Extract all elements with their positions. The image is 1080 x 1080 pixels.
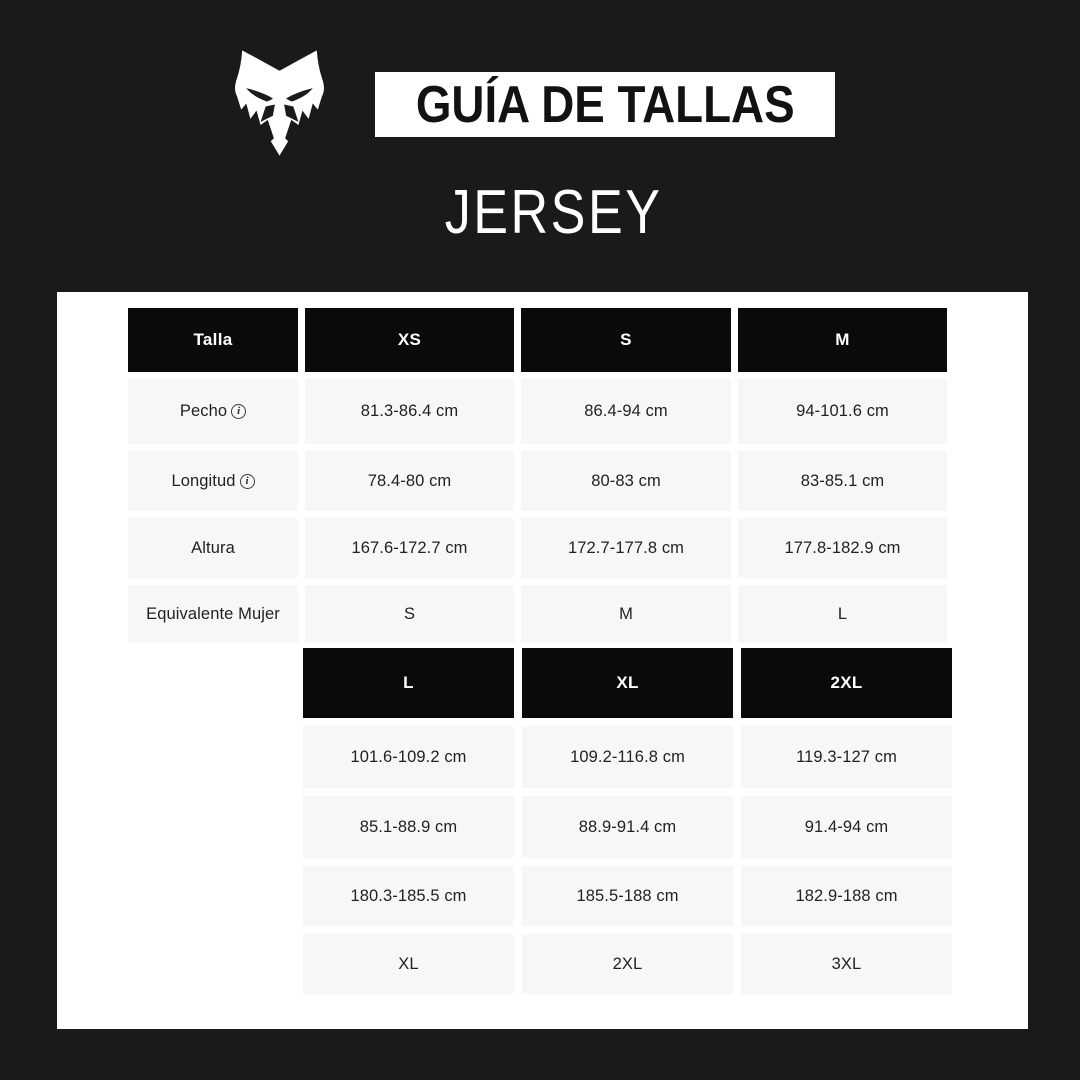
cell-equivalente-xl: 2XL [522,934,733,994]
row-label-pecho: Pecho i [128,379,298,444]
cell-equivalente-l: XL [303,934,514,994]
cell-pecho-m: 94-101.6 cm [738,379,947,444]
size-table-xs-s-m: Talla XS S M Pecho i 81.3-86.4 cm 86.4-9… [128,308,947,643]
column-header-2xl: 2XL [741,648,952,718]
column-header-m: M [738,308,947,372]
column-header-xl: XL [522,648,733,718]
row-label-equivalente-mujer-text: Equivalente Mujer [146,604,280,623]
cell-altura-xs: 167.6-172.7 cm [305,518,514,578]
cell-equivalente-xs: S [305,585,514,643]
column-header-l: L [303,648,514,718]
row-label-longitud-text: Longitud [171,471,236,490]
cell-longitud-xs: 78.4-80 cm [305,451,514,511]
row-label-longitud: Longitud i [128,451,298,511]
cell-altura-s: 172.7-177.8 cm [521,518,731,578]
cell-pecho-s: 86.4-94 cm [521,379,731,444]
cell-pecho-xl: 109.2-116.8 cm [522,726,733,788]
cell-altura-xl: 185.5-188 cm [522,866,733,926]
size-table-l-xl-2xl: L XL 2XL 101.6-109.2 cm 109.2-116.8 cm 1… [303,648,952,994]
cell-pecho-l: 101.6-109.2 cm [303,726,514,788]
info-icon[interactable]: i [239,473,255,489]
fox-head-logo-icon [235,50,324,156]
column-header-xs: XS [305,308,514,372]
cell-equivalente-2xl: 3XL [741,934,952,994]
cell-equivalente-m: L [738,585,947,643]
cell-longitud-2xl: 91.4-94 cm [741,796,952,858]
info-icon[interactable]: i [231,404,247,419]
cell-equivalente-s: M [521,585,731,643]
cell-longitud-l: 85.1-88.9 cm [303,796,514,858]
cell-altura-2xl: 182.9-188 cm [741,866,952,926]
column-header-s: S [521,308,731,372]
cell-pecho-2xl: 119.3-127 cm [741,726,952,788]
row-label-altura: Altura [128,518,298,578]
product-type-subtitle: JERSEY [354,181,754,245]
row-label-altura-text: Altura [191,538,235,557]
product-type-subtitle-text: JERSEY [445,178,663,247]
cell-longitud-m: 83-85.1 cm [738,451,947,511]
cell-pecho-xs: 81.3-86.4 cm [305,379,514,444]
cell-altura-l: 180.3-185.5 cm [303,866,514,926]
row-label-pecho-text: Pecho [179,402,228,420]
cell-altura-m: 177.8-182.9 cm [738,518,947,578]
size-guide-title-box: GUÍA DE TALLAS [375,72,835,137]
cell-longitud-xl: 88.9-91.4 cm [522,796,733,858]
row-label-equivalente-mujer: Equivalente Mujer [128,585,298,643]
cell-longitud-s: 80-83 cm [521,451,731,511]
column-header-talla: Talla [128,308,298,372]
size-chart-panel: Talla XS S M Pecho i 81.3-86.4 cm 86.4-9… [57,292,1028,1029]
size-guide-title: GUÍA DE TALLAS [415,75,795,134]
